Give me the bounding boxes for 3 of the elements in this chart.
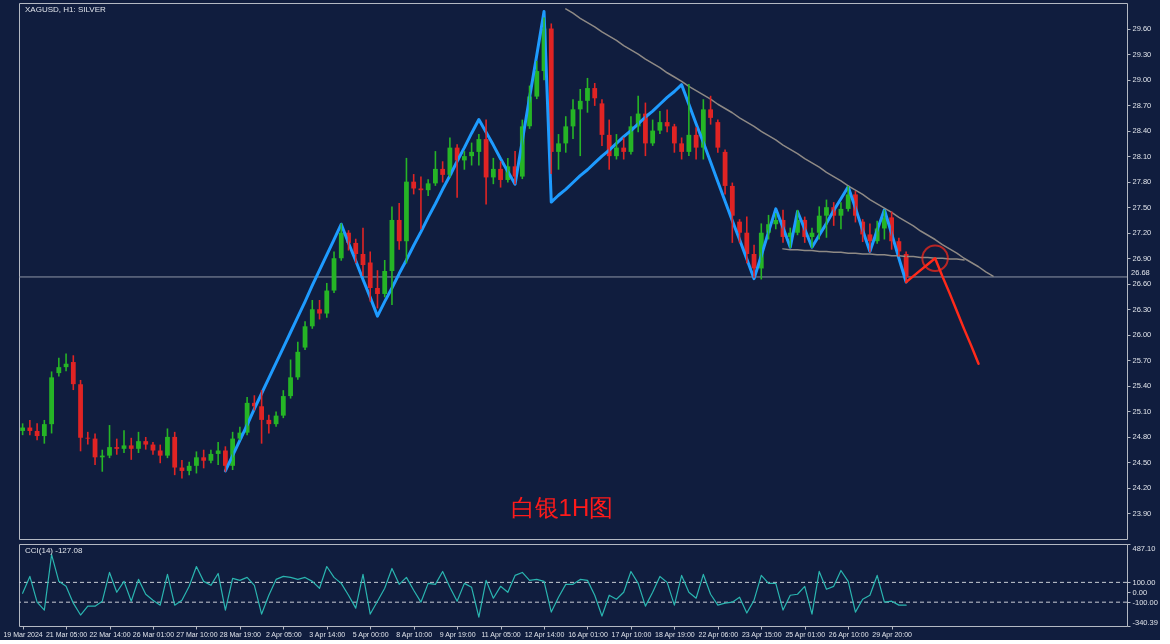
chart-title: CCI(14) -127.08 bbox=[25, 546, 83, 555]
chart-title: XAGUSD, H1: SILVER bbox=[25, 5, 106, 14]
annotation: 白银1H图 bbox=[510, 494, 614, 521]
